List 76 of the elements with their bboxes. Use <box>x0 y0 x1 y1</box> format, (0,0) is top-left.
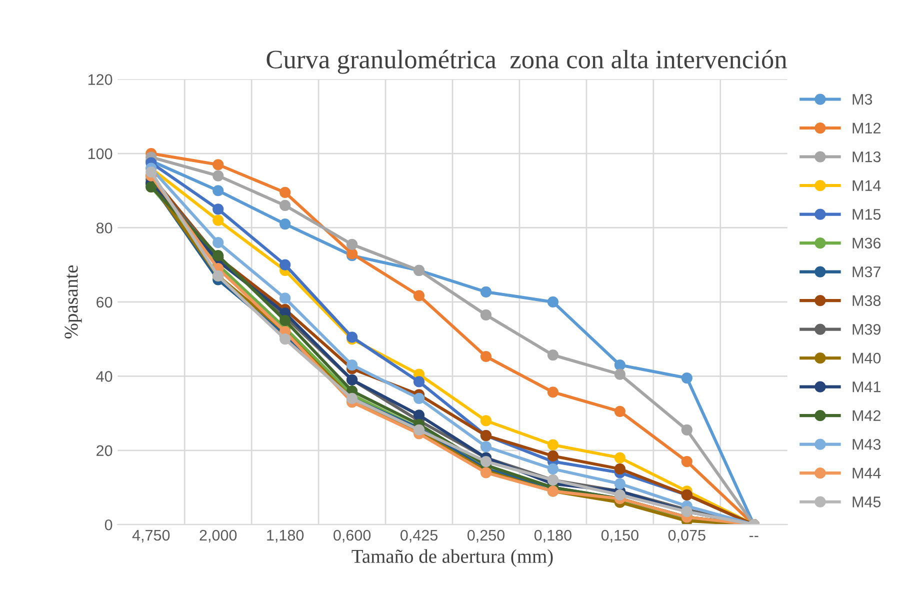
point <box>547 349 559 361</box>
x-tick-label: 1,180 <box>267 530 304 542</box>
point <box>547 296 559 308</box>
point <box>280 334 291 345</box>
point <box>547 439 559 450</box>
y-tick-label: 60 <box>96 296 112 308</box>
point <box>547 450 559 462</box>
x-tick-label: 0,075 <box>668 530 706 542</box>
legend-label: M39 <box>852 324 881 335</box>
legend-label: M36 <box>852 238 881 249</box>
x-axis-title: Tamaño de abertura (mm) <box>352 549 553 567</box>
point <box>614 478 626 490</box>
legend-label: M40 <box>852 352 881 364</box>
point <box>280 314 291 326</box>
legend-label: M15 <box>852 209 881 220</box>
point <box>681 372 692 384</box>
point <box>280 292 291 304</box>
point <box>413 290 425 302</box>
point <box>212 185 224 196</box>
point <box>480 456 492 468</box>
y-tick-label: 40 <box>96 371 112 382</box>
x-tick-label: 0,425 <box>400 530 438 542</box>
legend-label: M42 <box>852 410 880 421</box>
point <box>480 286 492 298</box>
point <box>212 170 224 182</box>
point <box>280 259 291 270</box>
point <box>614 463 626 474</box>
legend-label: M44 <box>852 468 881 478</box>
point <box>480 441 492 452</box>
point <box>614 452 626 464</box>
point <box>413 392 425 404</box>
legend-label: M13 <box>852 151 881 162</box>
legend-label: M14 <box>852 180 881 191</box>
y-tick-label: 0 <box>104 519 112 530</box>
x-tick-label: -- <box>749 536 758 538</box>
point <box>212 204 224 215</box>
point <box>480 350 492 362</box>
chart-title: Curva granulométrica zona con alta intervención <box>266 50 787 74</box>
legend-label: M45 <box>852 496 881 508</box>
y-axis-title: %pasante <box>64 265 82 339</box>
point <box>212 214 224 226</box>
y-tick-label: 80 <box>96 222 112 234</box>
point <box>280 186 291 198</box>
legend-label: M3 <box>852 94 872 105</box>
point <box>681 424 692 436</box>
point <box>413 376 425 388</box>
point <box>480 415 492 426</box>
point <box>614 359 626 371</box>
point <box>346 359 358 371</box>
legend-label: M43 <box>852 439 881 450</box>
point <box>614 489 626 500</box>
point <box>280 218 291 230</box>
point <box>614 406 626 417</box>
point <box>614 368 626 380</box>
point <box>212 237 224 248</box>
point <box>146 166 157 178</box>
x-tick-label: 2,000 <box>200 530 237 542</box>
point <box>480 309 492 320</box>
legend-label: M12 <box>852 122 880 134</box>
point <box>346 238 358 250</box>
legend-label: M41 <box>852 382 880 392</box>
x-tick-label: 0,150 <box>601 530 638 542</box>
point <box>280 200 291 212</box>
y-tick-label: 120 <box>88 74 112 85</box>
legend-label: M38 <box>852 295 881 306</box>
x-tick-label: 0,250 <box>467 530 505 542</box>
x-tick-label: 4,750 <box>132 530 170 542</box>
point <box>547 386 559 398</box>
point <box>681 456 692 468</box>
x-tick-label: 0,180 <box>534 530 572 542</box>
point <box>212 159 224 170</box>
point <box>547 463 559 474</box>
x-tick-label: 0,600 <box>334 530 371 542</box>
legend-label: M37 <box>852 266 880 278</box>
y-tick-label: 100 <box>88 148 112 160</box>
y-tick-label: 20 <box>96 445 112 456</box>
